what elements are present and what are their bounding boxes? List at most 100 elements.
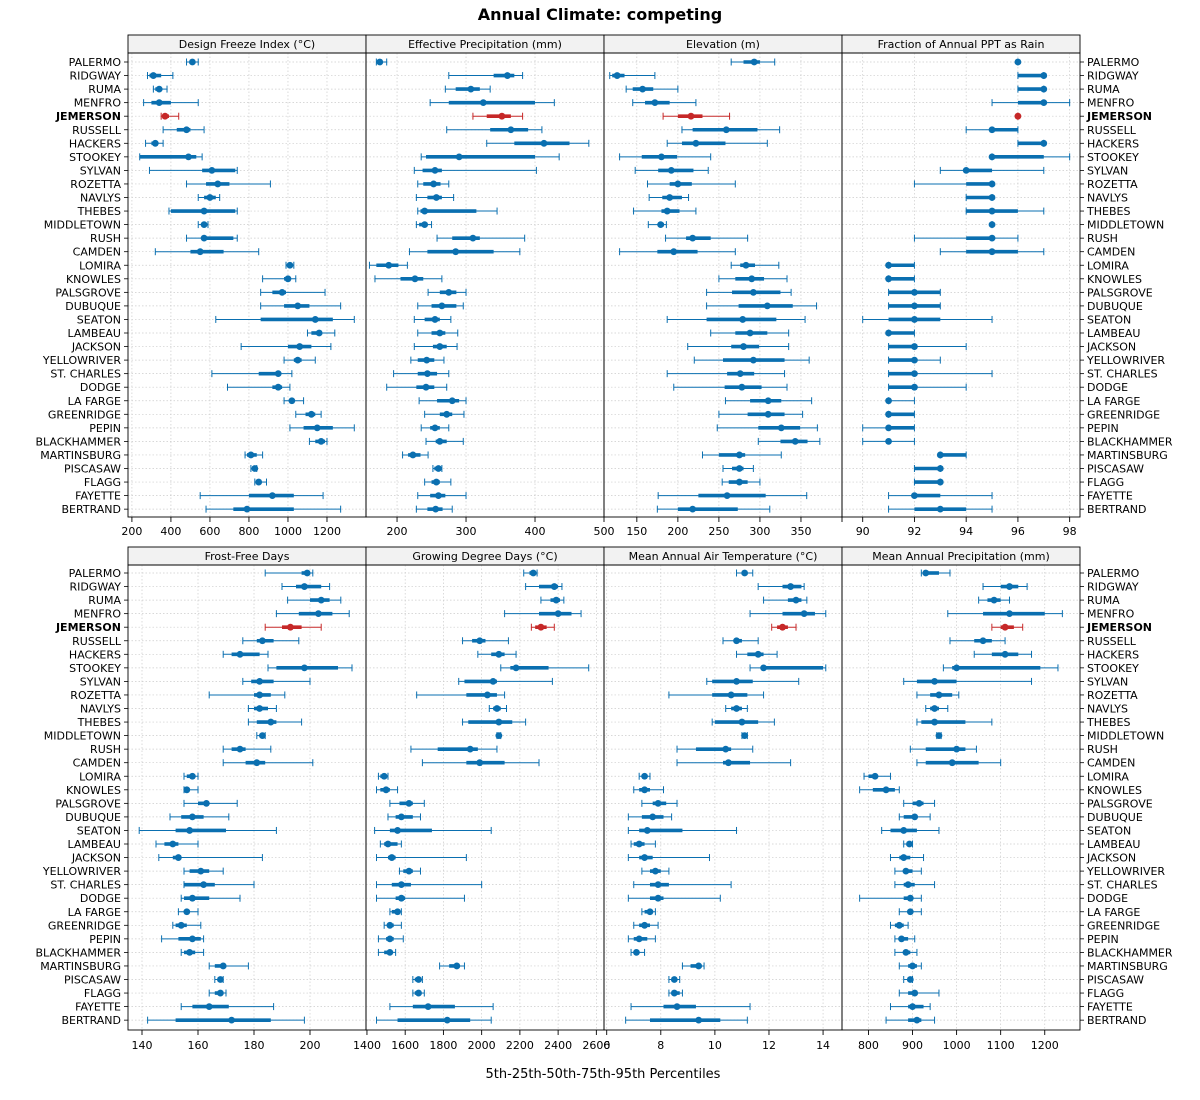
x-tick-label: 200 — [121, 525, 142, 538]
site-label-right: JACKSON — [1086, 341, 1136, 354]
site-label-left: PEPIN — [89, 422, 121, 435]
site-label-right: DUBUQUE — [1087, 811, 1143, 824]
median-point — [792, 596, 800, 604]
median-point — [256, 678, 263, 685]
site-label-right: PALSGROVE — [1087, 797, 1153, 810]
site-label-right: BLACKHAMMER — [1087, 946, 1173, 959]
site-label-right: JEMERSON — [1086, 110, 1152, 123]
median-point — [423, 356, 431, 364]
median-point — [436, 438, 444, 445]
median-point — [445, 288, 453, 296]
site-label-right: MENFRO — [1087, 97, 1135, 110]
x-tick-label: 94 — [959, 525, 973, 538]
site-label-right: RIDGWAY — [1087, 70, 1139, 83]
median-point — [746, 329, 754, 337]
site-label-right: LA FARGE — [1087, 906, 1140, 919]
median-point — [988, 180, 996, 188]
median-point — [301, 664, 308, 672]
median-point — [649, 813, 657, 821]
median-point — [185, 153, 192, 161]
median-point — [750, 58, 758, 66]
median-point — [243, 505, 251, 513]
x-tick-label: 500 — [594, 525, 615, 538]
median-point — [739, 316, 747, 323]
median-point — [296, 343, 304, 350]
site-label-left: PALERMO — [69, 567, 122, 580]
median-point — [1040, 72, 1048, 79]
median-point — [301, 583, 308, 590]
median-point — [436, 329, 444, 337]
median-point — [895, 921, 903, 929]
site-label-right: BLACKHAMMER — [1087, 435, 1173, 448]
plot-layer: Design Freeze Index (°C) 200 400 600 800 1000… — [35, 34, 1173, 1052]
median-point — [421, 221, 429, 229]
median-point — [871, 772, 879, 780]
site-label-right: MARTINSBURG — [1087, 960, 1168, 973]
median-point — [953, 745, 960, 753]
median-point — [313, 424, 321, 432]
site-label-right: SEATON — [1087, 824, 1131, 837]
median-point — [988, 194, 996, 201]
site-label-right: RUSH — [1087, 232, 1118, 245]
site-label-right: PALERMO — [1087, 567, 1140, 580]
site-label-left: JACKSON — [71, 852, 121, 865]
median-point — [935, 732, 943, 739]
median-point — [432, 194, 440, 201]
median-point — [259, 637, 266, 645]
site-label-left: GREENRIDGE — [48, 919, 121, 932]
median-point — [639, 85, 646, 93]
median-point — [764, 410, 772, 418]
site-label-left: LOMIRA — [79, 259, 121, 272]
site-label-right: JACKSON — [1086, 852, 1136, 865]
median-point — [988, 153, 996, 161]
site-label-right: FLAGG — [1087, 476, 1124, 489]
median-point — [692, 139, 700, 147]
x-tick-label: 1600 — [391, 1039, 419, 1052]
site-label-right: DODGE — [1087, 381, 1128, 394]
median-point — [411, 275, 419, 283]
site-label-right: PEPIN — [1087, 933, 1119, 946]
median-point — [386, 949, 394, 956]
median-point — [200, 234, 208, 242]
median-point — [733, 678, 740, 685]
site-label-left: RIDGWAY — [69, 70, 121, 83]
median-point — [274, 370, 282, 378]
panel-frame — [841, 52, 1081, 518]
site-label-right: ROZETTA — [1087, 178, 1138, 191]
site-label-right: MARTINSBURG — [1087, 449, 1168, 462]
x-tick-label: 90 — [856, 525, 870, 538]
median-point — [189, 772, 196, 780]
x-tick-label: 12 — [762, 1039, 776, 1052]
site-label-right: LOMIRA — [1087, 259, 1129, 272]
median-point — [911, 356, 918, 364]
median-point — [294, 302, 302, 310]
site-label-right: LOMIRA — [1087, 770, 1129, 783]
panel-title: Growing Degree Days (°C) — [412, 550, 557, 563]
median-point — [800, 610, 808, 618]
median-point — [904, 881, 912, 889]
median-point — [432, 478, 440, 486]
median-point — [666, 194, 674, 201]
median-point — [643, 827, 651, 834]
median-point — [247, 451, 255, 459]
site-label-left: MIDDLETOWN — [44, 219, 121, 232]
panel-frame — [603, 564, 843, 1031]
median-point — [431, 167, 439, 174]
site-label-right: LA FARGE — [1087, 395, 1140, 408]
median-point — [922, 569, 930, 577]
site-label-right: RIDGWAY — [1087, 581, 1139, 594]
site-label-left: KNOWLES — [66, 273, 121, 286]
median-point — [397, 894, 405, 902]
median-point — [504, 72, 511, 79]
x-tick-label: 10 — [708, 1039, 722, 1052]
median-point — [422, 383, 430, 391]
site-label-left: DODGE — [80, 892, 121, 905]
site-label-left: LA FARGE — [68, 906, 121, 919]
median-point — [990, 596, 998, 604]
site-label-right: NAVLYS — [1087, 703, 1128, 716]
median-point — [493, 705, 501, 712]
median-point — [466, 745, 474, 753]
median-point — [421, 207, 429, 215]
site-label-right: RUSH — [1087, 743, 1118, 756]
median-point — [736, 370, 744, 378]
